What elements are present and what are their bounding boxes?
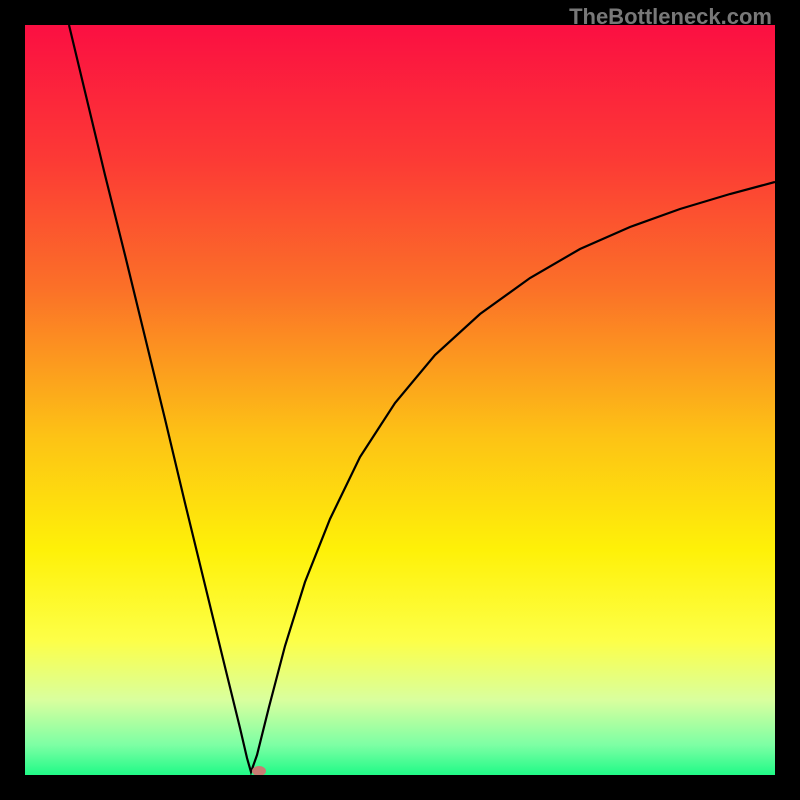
chart-frame: TheBottleneck.com bbox=[0, 0, 800, 800]
plot-area bbox=[25, 25, 775, 775]
gradient-background bbox=[25, 25, 775, 775]
chart-svg bbox=[25, 25, 775, 775]
